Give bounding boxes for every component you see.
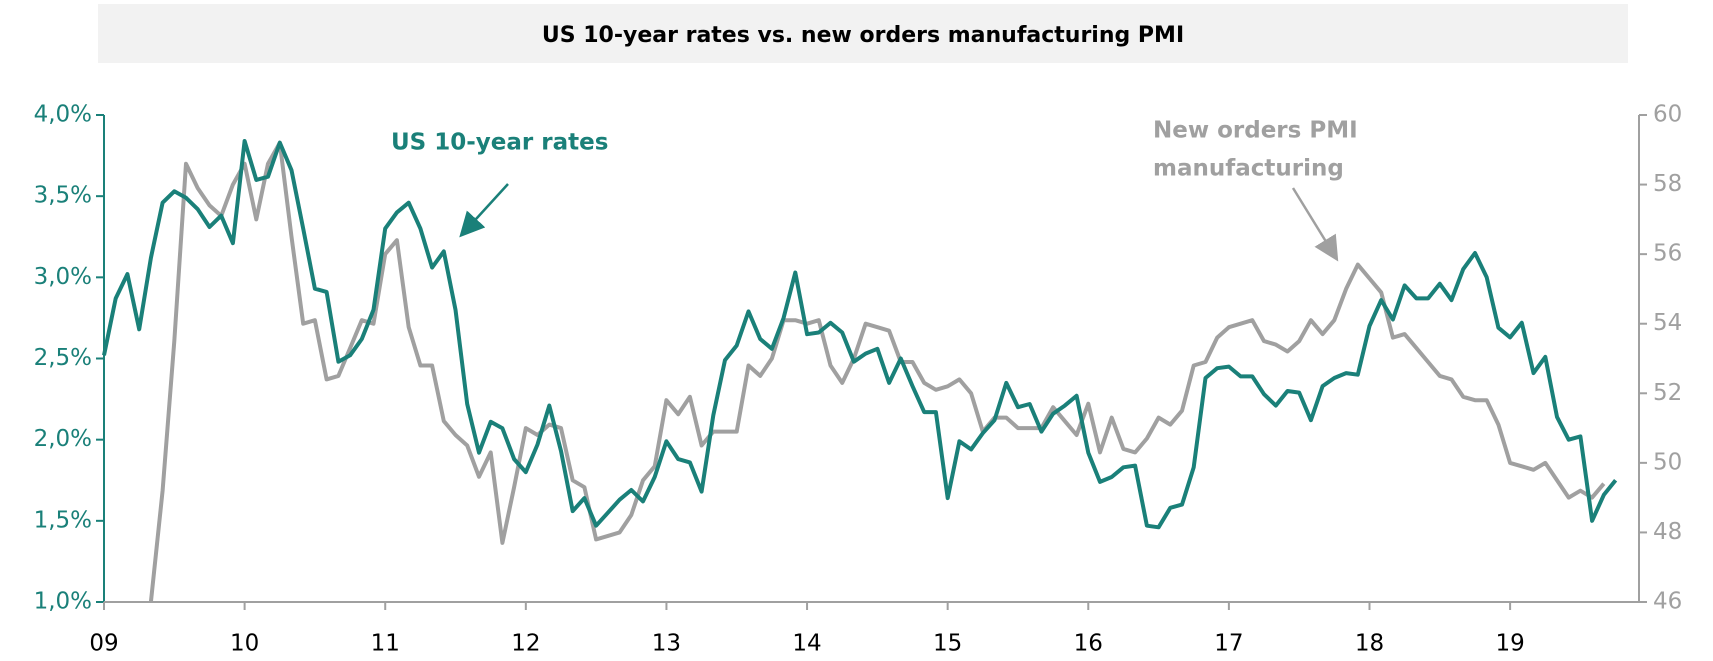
chart-title: US 10-year rates vs. new orders manufact…	[542, 23, 1184, 48]
line-series	[148, 140, 1606, 603]
x-tick-label: 15	[933, 631, 962, 657]
y2-tick-label: 52	[1653, 380, 1682, 406]
x-tick-label: 10	[230, 631, 259, 657]
y-tick-label: 1,5%	[34, 507, 92, 533]
y2-tick-label: 50	[1653, 449, 1682, 475]
y-tick-label: 2,0%	[34, 426, 92, 452]
x-tick-label: 19	[1495, 631, 1524, 657]
y2-tick-label: 58	[1653, 171, 1682, 197]
y2-tick-label: 60	[1653, 102, 1682, 128]
annotation-arrow	[459, 183, 509, 238]
x-tick-label: 17	[1214, 631, 1243, 657]
y2-tick-label: 56	[1653, 241, 1682, 267]
x-tick-label: 09	[89, 631, 118, 657]
annotation: manufacturing	[1153, 156, 1344, 182]
y2-tick-label: 54	[1653, 310, 1682, 336]
line-series	[102, 139, 1618, 530]
y-tick-label: 4,0%	[34, 102, 92, 128]
x-tick-label: 16	[1074, 631, 1103, 657]
annotation: New orders PMI	[1153, 118, 1358, 144]
y-tick-label: 3,5%	[34, 183, 92, 209]
x-tick-label: 11	[371, 631, 400, 657]
title-bar	[98, 4, 1628, 63]
x-tick-label: 12	[511, 631, 540, 657]
x-tick-label: 18	[1355, 631, 1384, 657]
x-tick-label: 14	[792, 631, 821, 657]
annotation-arrow	[1291, 187, 1339, 262]
y-tick-label: 1,0%	[34, 589, 92, 615]
y-tick-label: 3,0%	[34, 264, 92, 290]
y2-tick-label: 46	[1653, 589, 1682, 615]
annotation: US 10-year rates	[391, 130, 608, 156]
y-tick-label: 2,5%	[34, 345, 92, 371]
y2-tick-label: 48	[1653, 519, 1682, 545]
x-tick-label: 13	[652, 631, 681, 657]
